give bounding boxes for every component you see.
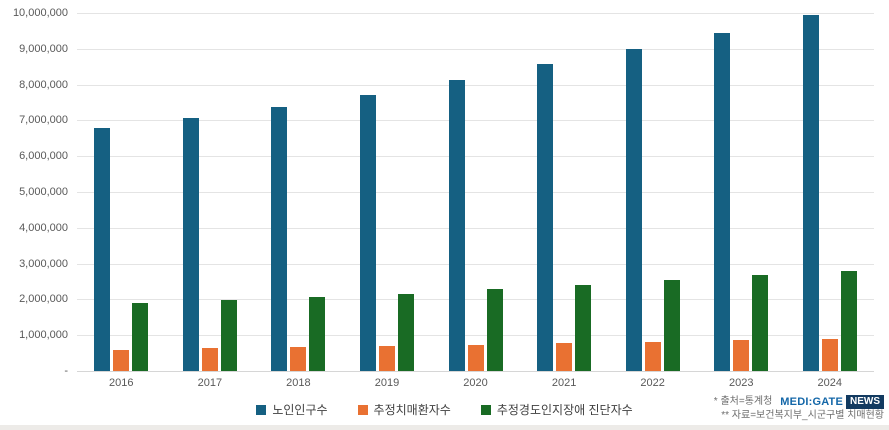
- bar-group-2019: [343, 13, 432, 371]
- x-tick-label-2016: 2016: [109, 377, 134, 389]
- bar-group-2024: [786, 13, 875, 371]
- bar-group-2016: [77, 13, 166, 371]
- bar-노인인구수-2016: [94, 128, 111, 371]
- bar-노인인구수-2019: [359, 95, 376, 371]
- bar-추정경도인지장애 진단자수-2020: [486, 289, 503, 371]
- bar-group-2018: [254, 13, 343, 371]
- x-tick-label-2021: 2021: [551, 377, 577, 389]
- bar-노인인구수-2017: [182, 117, 199, 371]
- bar-추정경도인지장애 진단자수-2021: [575, 284, 592, 371]
- gridline: [77, 156, 874, 158]
- gridline: [77, 48, 874, 50]
- gridline: [77, 263, 874, 265]
- y-tick-label: 10,000,000: [12, 7, 68, 19]
- bar-추정경도인지장애 진단자수-2023: [752, 275, 769, 371]
- y-tick-label: 5,000,000: [19, 186, 68, 198]
- legend-label: 추정경도인지장애 진단자수: [496, 403, 633, 417]
- plot-area: [77, 13, 874, 372]
- y-tick-label: 4,000,000: [19, 221, 68, 234]
- y-tick-label: 9,000,000: [19, 42, 68, 55]
- x-tick-label-2020: 2020: [463, 377, 488, 389]
- x-tick-label-2023: 2023: [728, 377, 754, 389]
- y-tick-label: 7,000,000: [19, 114, 68, 127]
- bottom-border-strip: [0, 425, 889, 430]
- legend: 노인인구수 추정치매환자수 추정경도인지장애 진단자수: [0, 401, 889, 418]
- legend-swatch-icon: [357, 404, 368, 415]
- bar-groups: [77, 13, 874, 371]
- x-tick-label-2022: 2022: [640, 377, 665, 389]
- x-axis-line: [77, 371, 874, 372]
- legend-item: 추정경도인지장애 진단자수: [480, 401, 633, 418]
- legend-label: 노인인구수: [272, 403, 328, 417]
- gridline: [77, 120, 874, 122]
- y-tick-label: 2,000,000: [19, 293, 68, 306]
- bar-노인인구수-2023: [714, 32, 731, 371]
- bar-추정치매환자수-2017: [201, 348, 218, 371]
- bar-group-2022: [608, 13, 697, 371]
- bar-추정경도인지장애 진단자수-2017: [220, 300, 237, 371]
- bar-group-2017: [166, 13, 255, 371]
- bar-추정경도인지장애 진단자수-2016: [132, 303, 149, 371]
- bar-노인인구수-2020: [448, 79, 465, 371]
- footnotes: * 출처=통계청 MEDI:GATE NEWS ** 자료=보건복지부_시군구별…: [714, 395, 884, 423]
- gridline: [77, 84, 874, 86]
- bar-group-2020: [431, 13, 520, 371]
- legend-swatch-icon: [480, 404, 491, 415]
- bar-추정치매환자수-2018: [290, 347, 307, 371]
- medigate-news-logo: MEDI:GATE NEWS: [780, 395, 884, 409]
- bar-추정치매환자수-2020: [467, 345, 484, 371]
- y-tick-label: -: [64, 365, 68, 377]
- legend-item: 추정치매환자수: [357, 401, 451, 418]
- y-tick-label: 3,000,000: [19, 257, 68, 270]
- y-tick-label: 1,000,000: [19, 329, 68, 342]
- bar-추정치매환자수-2024: [821, 338, 838, 371]
- logo-brand-text: MEDI:GATE: [780, 396, 843, 408]
- x-tick-label-2018: 2018: [286, 377, 311, 389]
- bar-추정치매환자수-2023: [733, 340, 750, 371]
- gridline: [77, 192, 874, 193]
- legend-swatch-icon: [256, 404, 267, 415]
- bar-노인인구수-2018: [271, 106, 288, 371]
- legend-item: 노인인구수: [256, 401, 328, 418]
- bar-노인인구수-2024: [802, 14, 819, 371]
- x-tick-label-2024: 2024: [817, 377, 843, 389]
- bar-추정경도인지장애 진단자수-2018: [309, 296, 326, 371]
- y-tick-label: 8,000,000: [19, 78, 68, 91]
- x-axis-labels: 2016 2017 2018 2019 2020 2021 2022 2023 2024: [77, 377, 874, 389]
- y-tick-label: 6,000,000: [19, 150, 68, 163]
- source-note-1: * 출처=통계청: [713, 396, 773, 407]
- bar-group-2023: [697, 13, 786, 371]
- bar-노인인구수-2022: [625, 48, 642, 371]
- bar-추정치매환자수-2022: [644, 341, 661, 371]
- gridline: [77, 227, 874, 229]
- x-tick-label-2019: 2019: [374, 377, 400, 389]
- bar-노인인구수-2021: [537, 63, 554, 371]
- bar-추정치매환자수-2021: [556, 343, 573, 371]
- gridline: [77, 13, 874, 14]
- gridline: [77, 335, 874, 337]
- bar-추정경도인지장애 진단자수-2019: [397, 293, 414, 371]
- bar-추정경도인지장애 진단자수-2024: [840, 271, 857, 371]
- gridline: [77, 299, 874, 301]
- bar-추정치매환자수-2019: [378, 345, 395, 371]
- bar-group-2021: [520, 13, 609, 371]
- y-axis-labels: - 1,000,000 2,000,000 3,000,000 4,000,000 5,0…: [0, 0, 68, 430]
- source-note-2: ** 자료=보건복지부_시군구별 치매현황: [721, 410, 884, 421]
- legend-label: 추정치매환자수: [373, 403, 451, 417]
- logo-news-badge: NEWS: [846, 395, 884, 409]
- bar-추정경도인지장애 진단자수-2022: [663, 280, 680, 371]
- x-tick-label-2017: 2017: [197, 377, 223, 389]
- bar-추정치매환자수-2016: [113, 349, 130, 371]
